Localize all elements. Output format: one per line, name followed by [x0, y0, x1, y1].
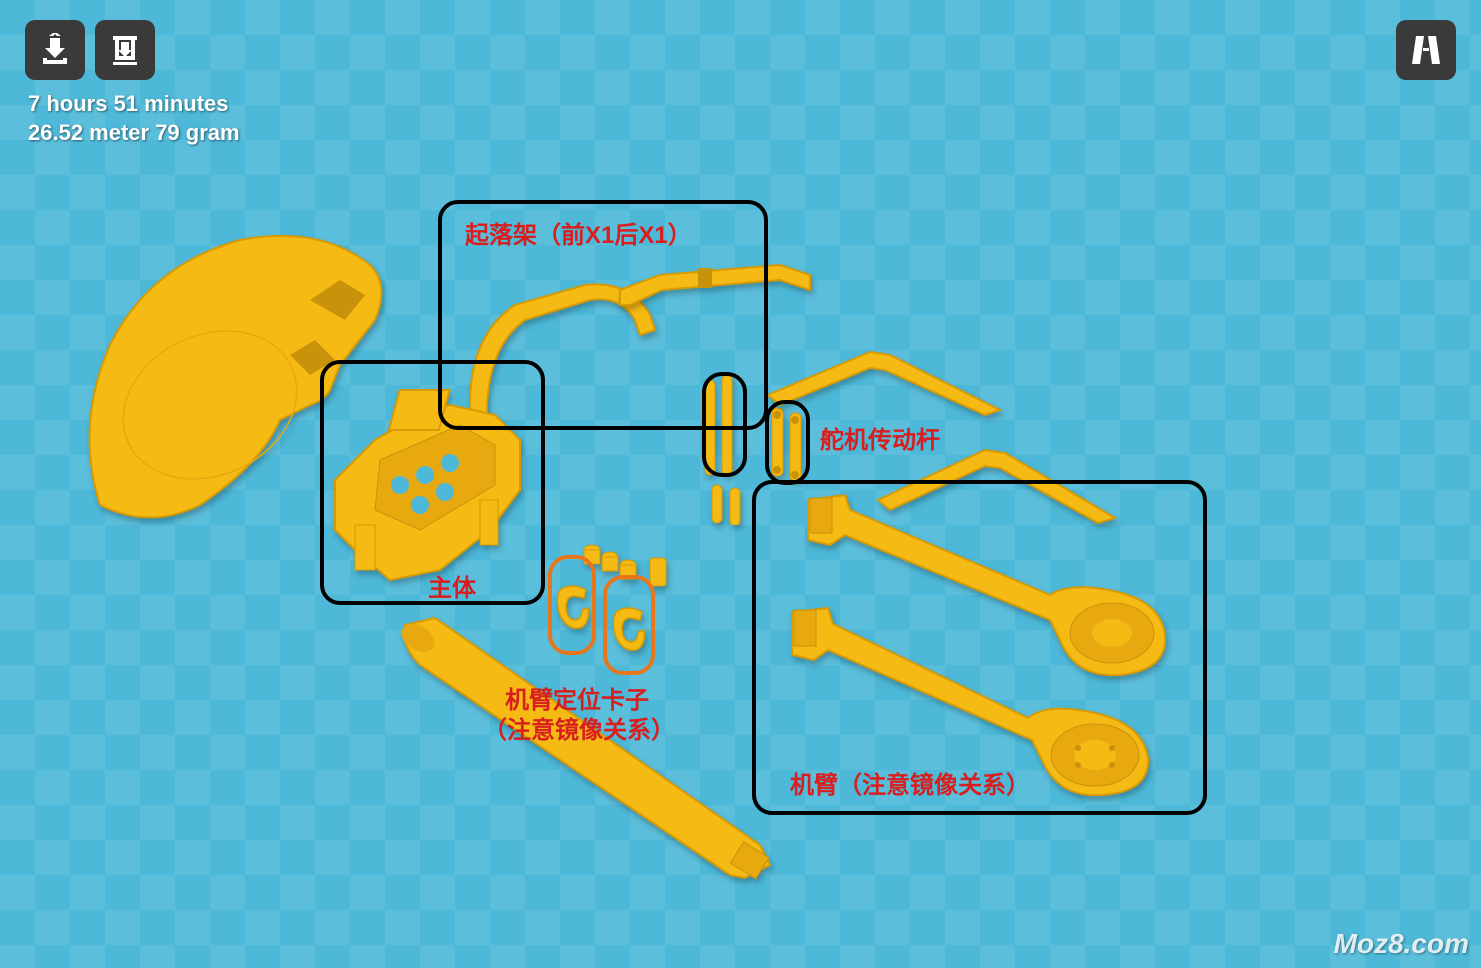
label-arm: 机臂（注意镜像关系） [790, 765, 1030, 800]
part-wing-upper [760, 340, 1010, 420]
view-icon [1406, 30, 1446, 70]
label-servo-rod: 舵机传动杆 [820, 420, 940, 455]
toolbar-right [1396, 20, 1456, 80]
part-landing-gear-back [610, 260, 820, 320]
part-tail-boom [390, 610, 790, 890]
watermark: Moz8.com [1334, 928, 1469, 960]
load-button[interactable] [25, 20, 85, 80]
label-arm-clip-2: （注意镜像关系） [483, 710, 675, 745]
status-time: 7 hours 51 minutes [28, 90, 240, 119]
view-button[interactable] [1396, 20, 1456, 80]
save-button[interactable] [95, 20, 155, 80]
part-main-body [320, 370, 550, 600]
save-icon [105, 30, 145, 70]
viewport-3d[interactable]: 起落架（前X1后X1） 主体 舵机传动杆 机臂定位卡子 （注意镜像关系） 机臂（… [0, 0, 1481, 968]
toolbar-left [25, 20, 155, 80]
label-main-body: 主体 [428, 568, 476, 603]
part-rods-1 [700, 375, 755, 525]
status-material: 26.52 meter 79 gram [28, 119, 240, 148]
label-landing-gear: 起落架（前X1后X1） [465, 215, 692, 250]
status-text: 7 hours 51 minutes 26.52 meter 79 gram [28, 90, 240, 147]
part-small-bits [580, 530, 680, 590]
load-icon [35, 30, 75, 70]
